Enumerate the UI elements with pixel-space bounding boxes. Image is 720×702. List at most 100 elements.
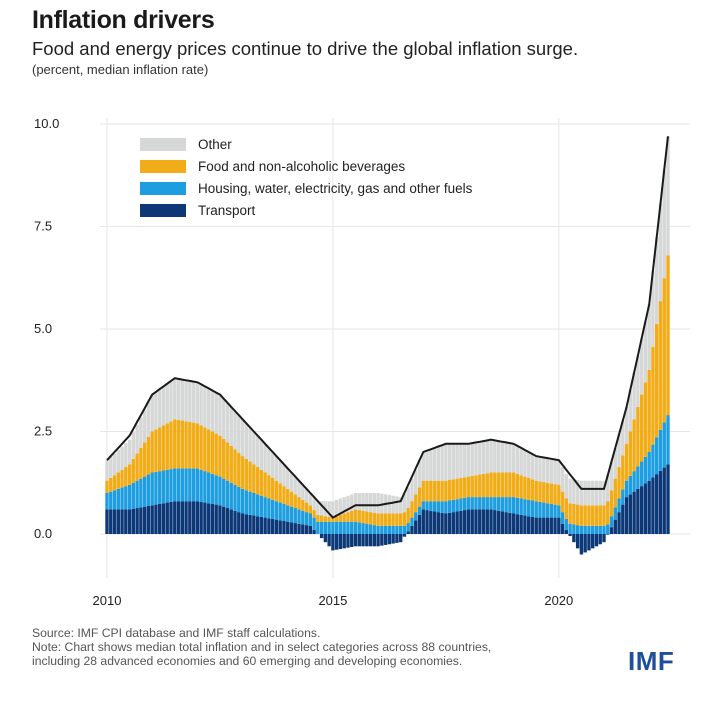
bar-transport [436, 512, 441, 534]
note-line-2: including 28 advanced economies and 60 e… [32, 654, 463, 668]
bar-food [481, 473, 486, 498]
bar-housing [647, 452, 651, 481]
bar-other [248, 427, 252, 462]
bar-other [297, 480, 301, 498]
bar-transport [135, 508, 139, 534]
bar-food [112, 475, 117, 491]
bar-other [511, 443, 516, 473]
bar-food [161, 425, 166, 471]
bar-transport [334, 534, 339, 550]
bar-other [545, 458, 550, 483]
bar-housing [617, 498, 621, 513]
bar-other [270, 452, 275, 478]
bar-transport [127, 509, 132, 534]
y-tick-label: 2.5 [34, 424, 52, 439]
bar-housing [470, 497, 474, 510]
bar-transport [165, 502, 169, 534]
bar-transport [387, 534, 392, 545]
bar-other [316, 501, 320, 515]
bar-other [557, 460, 561, 485]
bar-housing [346, 521, 350, 534]
chart-footer: Source: IMF CPI database and IMF staff c… [32, 626, 491, 668]
bar-food [274, 480, 279, 502]
bar-transport [515, 514, 520, 534]
bar-housing [342, 521, 346, 534]
bar-other [647, 304, 651, 370]
bar-other [169, 380, 173, 422]
bar-transport [112, 509, 117, 534]
bar-housing [542, 502, 546, 518]
bar-housing [560, 512, 565, 524]
bar-food [229, 445, 233, 483]
bar-food [613, 478, 617, 508]
bar-other [587, 480, 591, 506]
bar-transport [568, 534, 572, 537]
bar-other [414, 469, 418, 495]
bar-food [131, 458, 136, 483]
bar-housing [545, 503, 550, 518]
bar-housing [440, 501, 444, 513]
bar-housing [594, 525, 599, 534]
bar-food [180, 420, 184, 469]
bar-transport [647, 480, 651, 534]
bar-food [440, 480, 444, 502]
bar-other [376, 493, 380, 514]
bar-transport [545, 517, 550, 534]
bar-other [421, 452, 425, 481]
bar-food [560, 491, 565, 513]
bar-food [267, 475, 271, 499]
bar-housing [293, 508, 297, 524]
bar-other [481, 441, 486, 474]
bar-housing [455, 499, 459, 512]
bar-housing [139, 478, 143, 508]
total-inflation-line [106, 136, 669, 519]
bar-food [289, 491, 294, 507]
bar-transport [191, 501, 196, 534]
bar-housing [602, 525, 606, 534]
bar-housing [489, 497, 493, 510]
bar-other [402, 493, 407, 513]
bar-housing [255, 494, 260, 517]
bar-transport [255, 516, 260, 534]
bar-food [301, 499, 305, 511]
bar-housing [395, 525, 399, 534]
bar-housing [474, 497, 478, 510]
bar-other [519, 447, 523, 476]
bar-other [655, 237, 659, 325]
bar-other [263, 443, 267, 473]
bar-housing [636, 466, 640, 489]
bar-food [636, 406, 640, 467]
bar-other [564, 473, 569, 499]
bar-transport [278, 520, 282, 534]
imf-logo: IMF [628, 646, 675, 676]
bar-housing [391, 525, 395, 534]
bar-food [278, 483, 282, 503]
bar-housing [146, 474, 151, 506]
bar-food [579, 505, 584, 526]
bar-food [568, 503, 572, 524]
bar-transport [587, 534, 591, 551]
bar-transport [150, 505, 154, 534]
bar-housing [225, 480, 230, 509]
y-tick-label: 10.0 [34, 116, 59, 131]
bar-transport [402, 534, 407, 537]
bar-food [628, 431, 633, 476]
bar-food [387, 513, 392, 526]
bar-other [312, 497, 316, 511]
bar-transport [624, 497, 629, 534]
bar-housing [368, 524, 373, 534]
bar-housing [583, 525, 587, 534]
bar-food [383, 513, 388, 526]
bar-housing [549, 503, 553, 518]
bar-housing [628, 475, 633, 495]
bar-transport [579, 534, 584, 555]
bar-other [304, 488, 309, 503]
bar-transport [636, 488, 640, 534]
bar-other [124, 443, 128, 468]
bar-food [346, 512, 350, 522]
bar-housing [357, 522, 361, 534]
bar-food [195, 423, 200, 469]
bar-transport [346, 534, 350, 548]
bar-food [353, 509, 358, 522]
bar-food [372, 512, 377, 526]
